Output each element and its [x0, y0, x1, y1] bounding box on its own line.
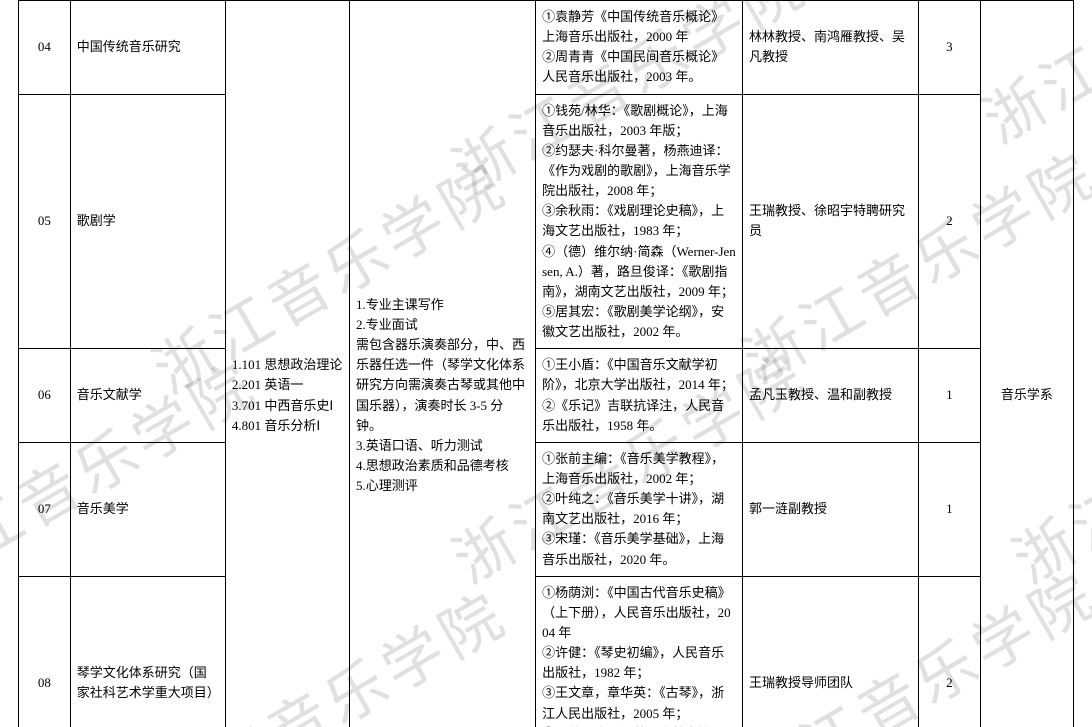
cell-code: 06: [19, 349, 71, 443]
program-table: 04 中国传统音乐研究 1.101 思想政治理论2.201 英语一3.701 中…: [18, 0, 1074, 727]
cell-common-exam: 1.101 思想政治理论2.201 英语一3.701 中西音乐史Ⅰ4.801 音…: [225, 1, 349, 727]
cell-quota: 3: [918, 1, 980, 95]
cell-quota: 2: [918, 576, 980, 727]
cell-advisors: 孟凡玉教授、温和副教授: [742, 349, 918, 443]
cell-code: 08: [19, 576, 71, 727]
cell-program-name: 中国传统音乐研究: [70, 1, 225, 95]
table-row: 06 音乐文献学 ①王小盾：《中国音乐文献学初阶》，北京大学出版社，2014 年…: [19, 349, 1074, 443]
cell-refs: ①张前主编：《音乐美学教程》，上海音乐出版社，2002 年；②叶纯之：《音乐美学…: [536, 442, 743, 576]
cell-advisors: 郭一涟副教授: [742, 442, 918, 576]
cell-code: 04: [19, 1, 71, 95]
cell-refs: ①袁静芳《中国传统音乐概论》上海音乐出版社，2000 年②周青青《中国民间音乐概…: [536, 1, 743, 95]
cell-code: 05: [19, 94, 71, 349]
cell-quota: 2: [918, 94, 980, 349]
cell-program-name: 音乐美学: [70, 442, 225, 576]
document-page: 浙江音乐学院浙江音乐学院浙江音乐学院浙江音乐学院浙江音乐学院浙江音乐学院浙江音乐…: [0, 0, 1092, 727]
cell-advisors: 王瑞教授导师团队: [742, 576, 918, 727]
cell-advisors: 林林教授、南鸿雁教授、吴凡教授: [742, 1, 918, 95]
cell-advisors: 王瑞教授、徐昭宇特聘研究员: [742, 94, 918, 349]
cell-department: 音乐学系: [980, 1, 1073, 727]
cell-program-name: 琴学文化体系研究（国家社科艺术学重大项目）: [70, 576, 225, 727]
cell-program-name: 歌剧学: [70, 94, 225, 349]
cell-code: 07: [19, 442, 71, 576]
cell-retest-content: 1.专业主课写作2.专业面试需包含器乐演奏部分，中、西乐器任选一件（琴学文化体系…: [349, 1, 535, 727]
cell-quota: 1: [918, 349, 980, 443]
cell-refs: ①王小盾：《中国音乐文献学初阶》，北京大学出版社，2014 年；②《乐记》吉联抗…: [536, 349, 743, 443]
cell-refs: ①杨荫浏：《中国古代音乐史稿》（上下册），人民音乐出版社，2004 年②许健：《…: [536, 576, 743, 727]
cell-quota: 1: [918, 442, 980, 576]
cell-program-name: 音乐文献学: [70, 349, 225, 443]
table-row: 07 音乐美学 ①张前主编：《音乐美学教程》，上海音乐出版社，2002 年；②叶…: [19, 442, 1074, 576]
cell-refs: ①钱苑/林华：《歌剧概论》，上海音乐出版社，2003 年版；②约瑟夫·科尔曼著，…: [536, 94, 743, 349]
table-row: 04 中国传统音乐研究 1.101 思想政治理论2.201 英语一3.701 中…: [19, 1, 1074, 95]
table-row: 05 歌剧学 ①钱苑/林华：《歌剧概论》，上海音乐出版社，2003 年版；②约瑟…: [19, 94, 1074, 349]
table-row: 08 琴学文化体系研究（国家社科艺术学重大项目） ①杨荫浏：《中国古代音乐史稿》…: [19, 576, 1074, 727]
